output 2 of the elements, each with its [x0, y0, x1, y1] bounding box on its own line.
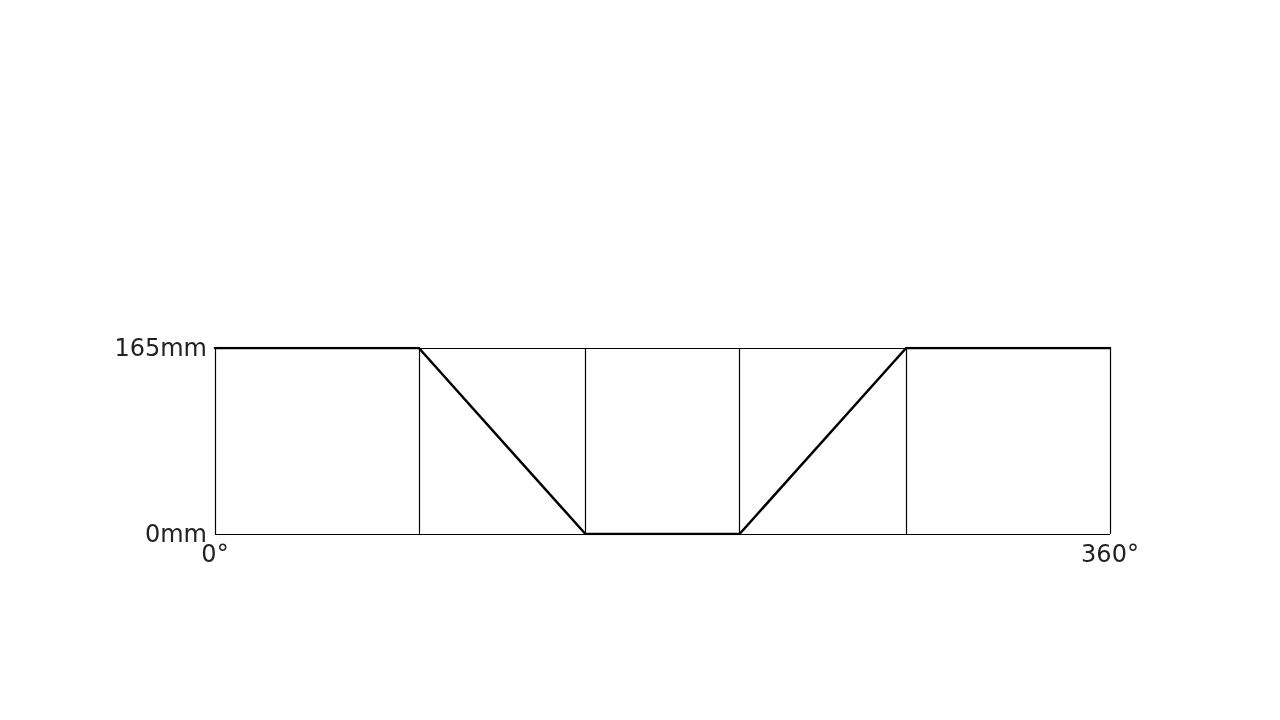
- y-tick-label: 165mm: [114, 334, 207, 362]
- x-tick-label: 360°: [1081, 540, 1139, 568]
